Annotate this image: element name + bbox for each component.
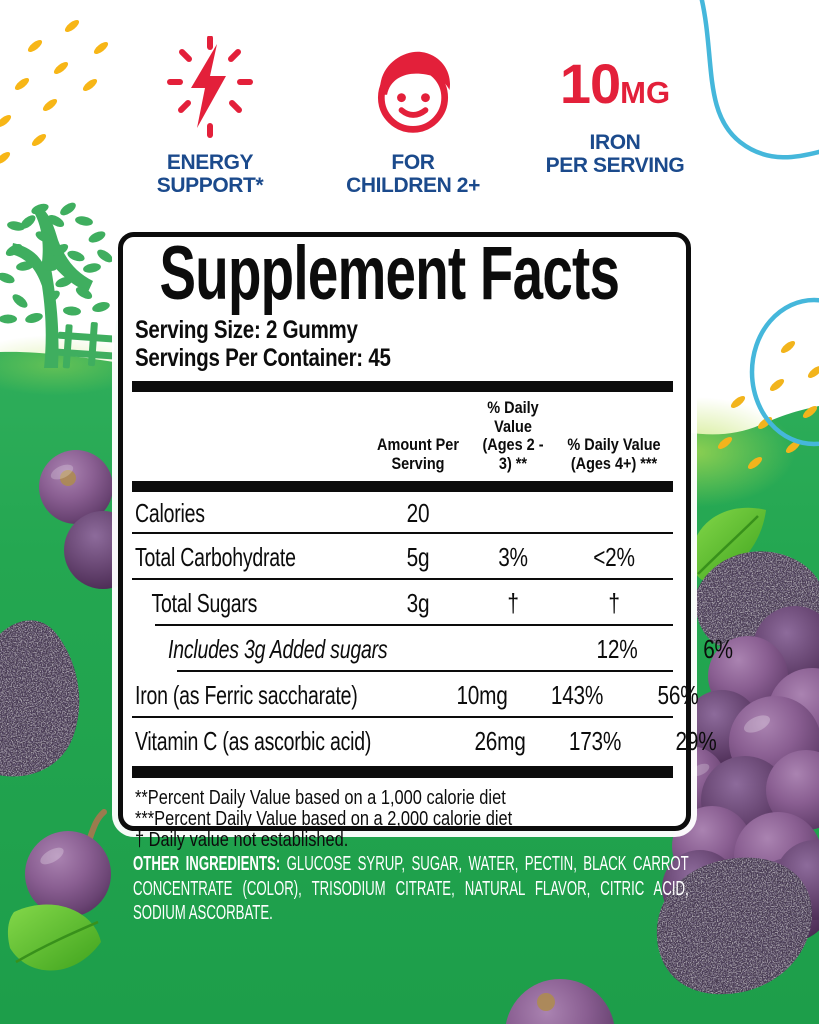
blue-swoosh bbox=[699, 0, 819, 160]
iron-dose-text: 10MG bbox=[512, 56, 718, 125]
footnote-daily-value: † Daily value not established. bbox=[135, 829, 349, 851]
supplement-facts-panel: Supplement Facts Serving Size: 2 Gummy S… bbox=[118, 231, 733, 851]
tree-leaves bbox=[0, 202, 113, 324]
gummy-bottom-right bbox=[656, 857, 813, 995]
column-header-dv-ages-2-3: % Daily Value (Ages 2 - 3) ** bbox=[482, 398, 544, 473]
table-row: Calories 20 bbox=[132, 492, 673, 534]
feature-iron-label: IRON PER SERVING bbox=[545, 131, 685, 177]
feature-iron-per-serving: 10MG IRON PER SERVING bbox=[512, 56, 718, 178]
feature-for-children: FOR CHILDREN 2+ bbox=[315, 40, 511, 197]
fence-icon bbox=[56, 319, 128, 369]
footnote-1000-calorie: **Percent Daily Value based on a 1,000 c… bbox=[135, 787, 506, 809]
table-row: Total Sugars 3g † † bbox=[135, 580, 673, 626]
blue-circle bbox=[749, 297, 819, 447]
footnotes: **Percent Daily Value based on a 1,000 c… bbox=[135, 788, 574, 851]
footnote-2000-calorie: ***Percent Daily Value based on a 2,000 … bbox=[135, 808, 513, 830]
iron-dose-value: 10 bbox=[559, 52, 621, 115]
table-row: Includes 3g Added sugars 12% 6% bbox=[135, 626, 733, 672]
column-header-amount: Amount Per Serving bbox=[377, 435, 459, 473]
table-row: Iron (as Ferric saccharate) 10mg 143% 56… bbox=[132, 672, 698, 718]
feature-children-label: FOR CHILDREN 2+ bbox=[346, 151, 480, 197]
feature-energy-support: ENERGY SUPPORT* bbox=[112, 35, 308, 197]
table-row: Total Carbohydrate 5g 3% <2% bbox=[132, 534, 673, 580]
panel-title: Supplement Facts bbox=[159, 231, 620, 316]
divider-bar-bottom bbox=[132, 766, 673, 778]
table-header: Amount Per Serving % Daily Value (Ages 2… bbox=[135, 392, 670, 479]
gummy-left bbox=[0, 620, 80, 777]
leaf-right-icon bbox=[691, 507, 766, 580]
tree-icon bbox=[0, 202, 128, 369]
table-row: Vitamin C (as ascorbic acid) 26mg 173% 2… bbox=[135, 725, 717, 756]
grape-bottom-center bbox=[505, 979, 615, 1024]
feature-energy-label: ENERGY SUPPORT* bbox=[156, 151, 264, 197]
other-ingredients: OTHER INGREDIENTS: GLUCOSE SYRUP, SUGAR,… bbox=[133, 852, 689, 926]
leaf-bottom-left-icon bbox=[7, 904, 102, 971]
serving-size: Serving Size: 2 Gummy bbox=[135, 316, 358, 344]
servings-per-container: Servings Per Container: 45 bbox=[135, 344, 391, 372]
grape-bottom-left bbox=[25, 809, 111, 917]
divider-bar-header bbox=[132, 481, 673, 492]
other-ingredients-label: OTHER INGREDIENTS: bbox=[133, 853, 281, 875]
column-header-dv-ages-4plus: % Daily Value (Ages 4+) *** bbox=[567, 435, 661, 473]
other-ingredients-text: GLUCOSE SYRUP, SUGAR, WATER, PECTIN, BLA… bbox=[133, 853, 689, 924]
lightning-bolt-icon bbox=[167, 35, 253, 138]
iron-dose-unit: MG bbox=[620, 75, 671, 110]
child-face-icon bbox=[377, 51, 451, 133]
divider-bar-top bbox=[132, 381, 673, 392]
yellow-dots-top-left bbox=[0, 20, 109, 164]
